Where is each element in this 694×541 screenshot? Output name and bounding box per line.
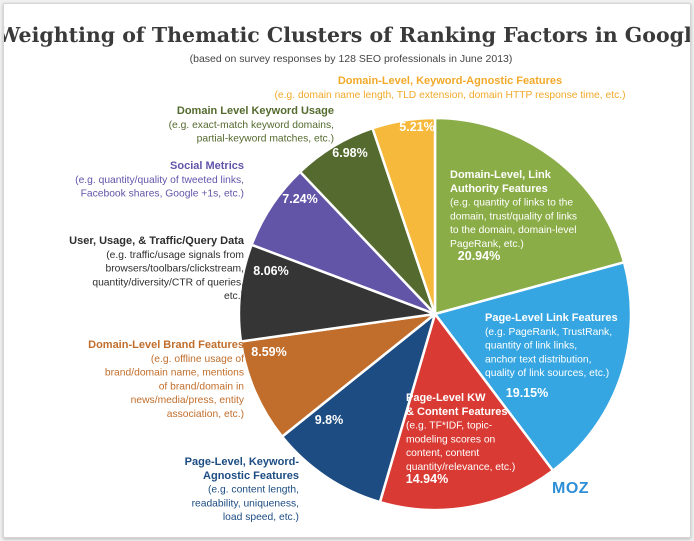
slice-description: quantity/diversity/CTR of queries, <box>92 277 244 288</box>
pie-slice <box>371 116 437 316</box>
slice-description: Facebook shares, Google +1s, etc.) <box>81 189 244 200</box>
slice-description: load speed, etc.) <box>223 512 299 523</box>
moz-logo: MOZ <box>552 480 589 497</box>
chart-title: Weighting of Thematic Clusters of Rankin… <box>4 23 690 47</box>
chart-subtitle: (based on survey responses by 128 SEO pr… <box>190 53 513 65</box>
slice-percent-label: 14.94% <box>406 472 448 486</box>
pie-slice <box>237 243 437 343</box>
slice-category-label: Page-Level, Keyword- <box>185 456 300 468</box>
slice-category-label: Social Metrics <box>170 160 244 172</box>
slice-percent-label: 20.94% <box>458 249 500 263</box>
slice-category-label: Page-Level KW <box>406 392 486 404</box>
slice-description: (e.g. exact-match keyword domains, <box>169 120 334 131</box>
slice-description: brand/domain name, mentions <box>105 368 244 379</box>
slice-description: (e.g. TF*IDF, topic- <box>406 421 492 432</box>
slice-description: to the domain, domain-level <box>450 225 577 236</box>
slice-description: (e.g. domain name length, TLD extension,… <box>274 90 625 101</box>
slice-percent-label: 8.06% <box>253 264 288 278</box>
pie-slice <box>433 261 633 472</box>
slice-description: anchor text distribution, <box>485 354 591 365</box>
slice-description: (e.g. content length, <box>208 485 299 496</box>
slice-description: partial-keyword matches, etc.) <box>197 134 334 145</box>
pie-labels: 20.94% Domain-Level, Link Authority Featur… <box>69 75 625 523</box>
slice-description: of brand/domain in <box>159 381 245 392</box>
slice-description: quality of link sources, etc.) <box>485 368 609 379</box>
pie-slice <box>280 312 437 504</box>
pie-slices <box>237 116 633 512</box>
slice-category-label: & Content Features <box>406 406 507 418</box>
slice-description: (e.g. quantity of links to the <box>450 198 573 209</box>
pie-chart: Weighting of Thematic Clusters of Rankin… <box>4 23 690 523</box>
slice-description: readability, uniqueness, <box>192 498 299 509</box>
slice-category-label: Domain-Level, Link <box>450 169 552 181</box>
slice-description: domain, trust/quality of links <box>450 211 577 222</box>
slice-percent-label: 9.8% <box>315 413 344 427</box>
slice-percent-label: 6.98% <box>332 146 367 160</box>
slice-percent-label: 19.15% <box>506 386 548 400</box>
slice-description: quantity of link links, <box>485 341 577 352</box>
slice-description: PageRank, etc.) <box>450 239 524 250</box>
slice-percent-label: 5.21% <box>399 120 434 134</box>
slice-description: association, etc.) <box>167 409 244 420</box>
slice-percent-label: 8.59% <box>251 345 286 359</box>
pie-slice <box>433 116 626 316</box>
slice-description: modeling scores on <box>406 434 496 445</box>
slice-category-label: Domain-Level Brand Features <box>88 339 244 351</box>
slice-category-label: Agnostic Features <box>203 470 299 482</box>
slice-description: (e.g. PageRank, TrustRank, <box>485 327 612 338</box>
slice-description: etc.) <box>224 291 244 302</box>
slice-category-label: Authority Features <box>450 183 548 195</box>
slice-description: news/media/press, entity <box>131 395 245 406</box>
slice-description: quantity/relevance, etc.) <box>406 462 515 473</box>
slice-category-label: Domain-Level, Keyword-Agnostic Features <box>338 75 562 87</box>
slice-description: (e.g. traffic/usage signals from <box>106 250 244 261</box>
chart-card: Weighting of Thematic Clusters of Rankin… <box>3 3 691 538</box>
pie-slice <box>378 312 555 512</box>
slice-description: content, content <box>406 448 479 459</box>
slice-description: (e.g. offline usage of <box>151 354 244 365</box>
pie-slice <box>239 312 437 438</box>
slice-description: (e.g. quantity/quality of tweeted links, <box>75 175 244 186</box>
slice-description: browsers/toolbars/clickstream, <box>106 264 244 275</box>
slice-percent-label: 7.24% <box>282 192 317 206</box>
slice-category-label: Domain Level Keyword Usage <box>177 105 334 117</box>
slice-category-label: User, Usage, & Traffic/Query Data <box>69 235 245 247</box>
slice-category-label: Page-Level Link Features <box>485 312 618 324</box>
